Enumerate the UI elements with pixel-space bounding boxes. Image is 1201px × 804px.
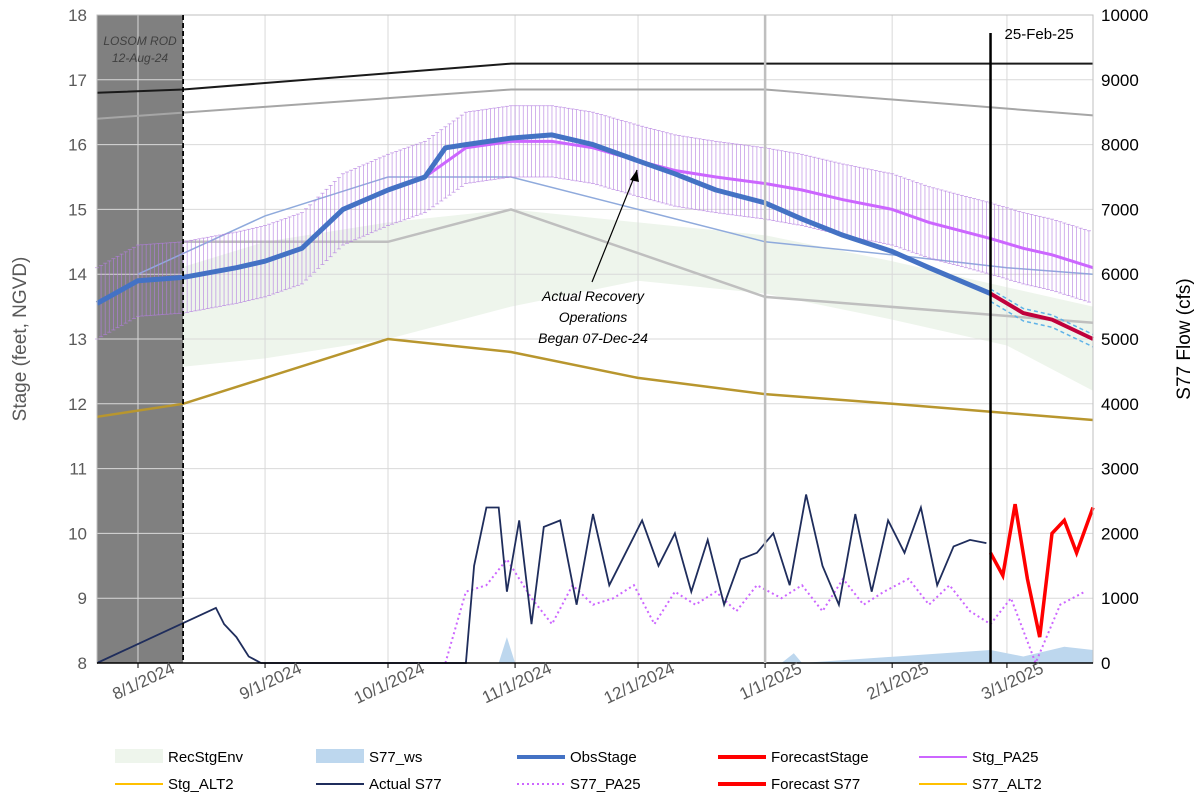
- legend-swatch: [115, 749, 163, 763]
- recovery-annotation: Actual Recovery: [541, 288, 645, 304]
- y2-tick-label: 2000: [1101, 524, 1139, 543]
- recovery-annotation: Operations: [559, 309, 627, 325]
- y-tick-label: 10: [68, 524, 87, 543]
- y2-tick-label: 6000: [1101, 265, 1139, 284]
- y2-tick-label: 10000: [1101, 6, 1148, 25]
- legend-item-RecStgEnv: RecStgEnv: [115, 749, 244, 766]
- legend: RecStgEnv S77_ws ObsStage ForecastStage Stg_…: [115, 749, 1042, 793]
- legend-item-ObsStage: ObsStage: [517, 749, 637, 766]
- y-tick-label: 11: [69, 460, 87, 479]
- forecast-date-label: 25-Feb-25: [1005, 26, 1074, 43]
- x-tick-label: 2/1/2025: [864, 659, 932, 704]
- legend-item-ForecastStage: ForecastStage: [718, 749, 869, 766]
- y-tick-label: 15: [68, 200, 87, 219]
- y2-tick-label: 7000: [1101, 200, 1139, 219]
- legend-label: S77_ws: [369, 749, 422, 766]
- y-tick-label: 18: [68, 6, 87, 25]
- legend-swatch: [316, 749, 364, 763]
- y-tick-label: 13: [68, 330, 87, 349]
- y-tick-label: 9: [78, 589, 87, 608]
- recovery-arrowhead: [630, 170, 639, 182]
- x-tick-label: 12/1/2024: [601, 659, 678, 708]
- series-upper_black: [96, 62, 1093, 94]
- legend-label: Stg_ALT2: [168, 776, 234, 793]
- legend-label: S77_ALT2: [972, 776, 1042, 793]
- legend-item-S77_ALT2: S77_ALT2: [919, 776, 1042, 793]
- legend-label: RecStgEnv: [168, 749, 244, 766]
- legend-label: Forecast S77: [771, 776, 860, 793]
- series-ObsStage: [95, 132, 992, 306]
- forecast-stage-lower-band: [990, 300, 1094, 348]
- series-RecStgEnv: [138, 209, 1093, 391]
- losom-label: LOSOM ROD: [103, 34, 177, 48]
- recovery-arrow: [591, 169, 638, 283]
- legend-item-S77_ws: S77_ws: [316, 749, 422, 766]
- y2-axis-title: S77 Flow (cfs): [1174, 278, 1195, 399]
- legend-item-Stg_ALT2: Stg_ALT2: [115, 776, 234, 793]
- y-tick-label: 12: [68, 395, 87, 414]
- series-ForecastStage: [989, 291, 1094, 341]
- losom-date-label: 12-Aug-24: [112, 51, 168, 65]
- y2-tick-label: 5000: [1101, 330, 1139, 349]
- legend-label: Actual S77: [369, 776, 442, 793]
- y2-tick-label: 1000: [1101, 589, 1139, 608]
- series-Actual-S77: [96, 494, 987, 664]
- legend-item-Actual-S77: Actual S77: [316, 776, 442, 793]
- x-tick-label: 8/1/2024: [109, 659, 177, 704]
- y-axis-title: Stage (feet, NGVD): [10, 257, 31, 422]
- x-tick-label: 10/1/2024: [351, 659, 428, 708]
- series-mid_gray: [183, 208, 1094, 325]
- x-tick-label: 3/1/2025: [978, 659, 1046, 704]
- y-tick-label: 8: [78, 654, 87, 673]
- legend-item-Forecast-S77: Forecast S77: [718, 776, 860, 793]
- x-tick-label: 9/1/2024: [237, 659, 305, 704]
- y2-tick-label: 0: [1101, 654, 1110, 673]
- legend-label: ForecastStage: [771, 749, 869, 766]
- legend-label: Stg_PA25: [972, 749, 1038, 766]
- y2-tick-label: 9000: [1101, 71, 1139, 90]
- series-Stg_ALT2: [137, 176, 1094, 275]
- y2-tick-label: 8000: [1101, 136, 1139, 155]
- legend-item-S77_PA25: S77_PA25: [517, 776, 641, 793]
- forecast-stage-upper-band: [990, 288, 1094, 336]
- x-tick-label: 1/1/2025: [737, 659, 805, 704]
- legend-item-Stg_PA25: Stg_PA25: [919, 749, 1038, 766]
- x-tick-label: 11/1/2024: [479, 659, 554, 708]
- series-S77_PA25: [444, 557, 1086, 666]
- y-tick-label: 16: [68, 136, 87, 155]
- series-upper_gray: [96, 88, 1094, 120]
- y-tick-label: 14: [68, 265, 87, 284]
- y2-tick-label: 3000: [1101, 460, 1139, 479]
- legend-label: ObsStage: [570, 749, 637, 766]
- recovery-annotation: Began 07-Dec-24: [538, 330, 648, 346]
- y-tick-label: 17: [68, 71, 87, 90]
- legend-label: S77_PA25: [570, 776, 641, 793]
- y2-tick-label: 4000: [1101, 395, 1139, 414]
- series-lower_gold: [96, 337, 1094, 422]
- series-Forecast-S77: [988, 503, 1095, 638]
- series-S77_ws: [498, 637, 1093, 663]
